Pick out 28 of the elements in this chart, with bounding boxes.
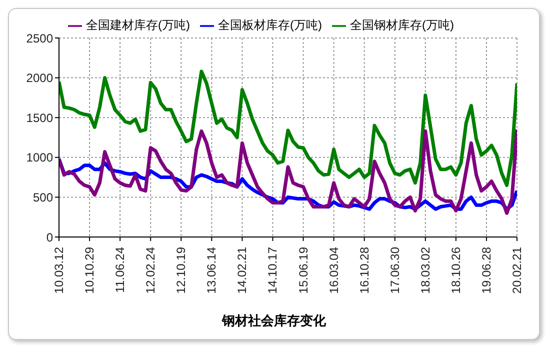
y-tick-label: 500: [32, 190, 54, 204]
y-tick-label: 0: [46, 230, 54, 244]
legend-label: 全国建材库存(万吨): [86, 18, 190, 32]
x-tick-label: 14.02.21: [235, 246, 250, 294]
x-tick-label: 14.10.17: [266, 246, 280, 294]
x-tick-label: 16.10.28: [357, 246, 372, 294]
legend-label: 全国钢材库存(万吨): [350, 18, 454, 32]
text: 钢材社会库存变化: [220, 312, 327, 330]
y-tick-label: 1000: [26, 150, 54, 165]
x-tick-label: 20.02.21: [510, 246, 524, 294]
x-tick-label: 16.03.04: [326, 246, 341, 294]
y-tick-label: 2500: [26, 31, 54, 46]
x-tick-label: 11.06.24: [113, 246, 128, 293]
x-tick-label: 17.06.30: [388, 246, 402, 294]
x-tick-label: 19.06.28: [479, 246, 494, 294]
line-series: [59, 70, 517, 188]
x-tick-label: 15.06.19: [296, 246, 310, 294]
x-tick-label: 12.02.24: [144, 246, 158, 294]
line-series: [59, 128, 517, 215]
y-tick-label: 1500: [26, 110, 54, 125]
x-tick-label: 13.06.14: [204, 246, 219, 294]
x-tick-label: 10.03.12: [52, 246, 66, 294]
y-tick-label: 2000: [26, 71, 54, 86]
x-tick-label: 18.03.02: [418, 246, 432, 294]
x-tick-label: 10.10.29: [82, 246, 97, 294]
x-tick-label: 18.10.26: [448, 246, 463, 294]
x-tick-label: 12.10.19: [174, 246, 188, 294]
legend-label: 全国板材库存(万吨): [218, 18, 322, 32]
